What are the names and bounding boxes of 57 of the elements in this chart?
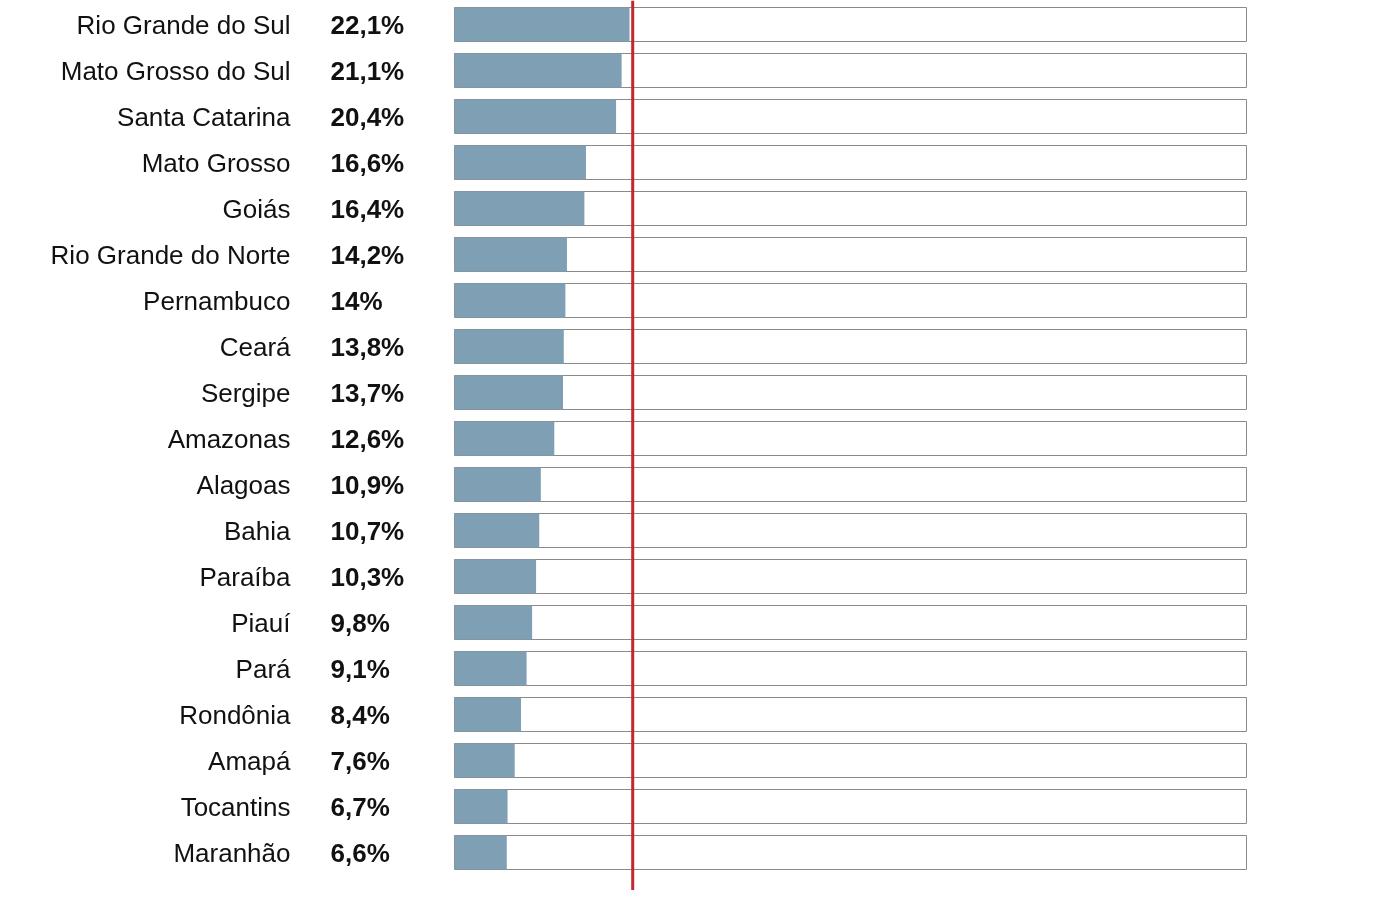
data-label: 9,8% [330, 607, 390, 638]
y-tick-label: Ceará [219, 331, 292, 362]
bar [454, 467, 541, 502]
y-tick-label: Alagoas [196, 469, 291, 500]
y-tick-label: Tocantins [180, 791, 291, 822]
data-label: 14,2% [330, 239, 405, 270]
bar [454, 605, 533, 640]
data-label: 16,6% [330, 147, 405, 178]
bar [454, 329, 564, 364]
data-label: 22,1% [330, 9, 405, 40]
y-tick-label: Sergipe [200, 377, 291, 408]
y-tick-label: Paraíba [199, 561, 292, 592]
y-tick-label: Pernambuco [143, 285, 291, 316]
y-tick-label: Goiás [222, 193, 291, 224]
data-label: 14% [330, 285, 383, 316]
y-tick-label: Maranhão [173, 837, 291, 868]
y-tick-label: Rio Grande do Sul [76, 9, 291, 40]
data-label: 13,7% [330, 377, 405, 408]
data-label: 7,6% [330, 745, 390, 776]
data-label: 8,4% [330, 699, 390, 730]
bar [454, 237, 567, 272]
bar [454, 283, 566, 318]
y-tick-label: Rio Grande do Norte [50, 239, 291, 270]
data-label: 6,7% [330, 791, 390, 822]
bar [454, 99, 617, 134]
bar [454, 375, 563, 410]
data-label: 10,7% [330, 515, 405, 546]
y-tick-label: Santa Catarina [117, 101, 292, 132]
data-label: 10,9% [330, 469, 405, 500]
bar [454, 513, 540, 548]
bar [454, 743, 515, 778]
bar [454, 789, 508, 824]
bar [454, 53, 622, 88]
data-label: 21,1% [330, 55, 405, 86]
bar [454, 191, 585, 226]
bar [454, 7, 630, 42]
bar [454, 559, 537, 594]
y-tick-label: Piauí [231, 607, 292, 638]
y-tick-label: Rondônia [179, 699, 292, 730]
data-label: 9,1% [330, 653, 390, 684]
data-label: 20,4% [330, 101, 405, 132]
y-tick-label: Pará [235, 653, 292, 684]
bar [454, 697, 522, 732]
bar [454, 421, 555, 456]
bar [454, 145, 586, 180]
data-label: 13,8% [330, 331, 405, 362]
data-label: 16,4% [330, 193, 405, 224]
y-tick-label: Mato Grosso do Sul [60, 55, 291, 86]
y-tick-label: Mato Grosso [141, 147, 291, 178]
bar [454, 651, 527, 686]
y-tick-label: Bahia [224, 515, 292, 546]
data-label: 10,3% [330, 561, 405, 592]
bar [454, 835, 507, 870]
y-tick-label: Amazonas [167, 423, 291, 454]
data-label: 6,6% [330, 837, 390, 868]
y-tick-label: Amapá [208, 745, 292, 776]
data-label: 12,6% [330, 423, 405, 454]
